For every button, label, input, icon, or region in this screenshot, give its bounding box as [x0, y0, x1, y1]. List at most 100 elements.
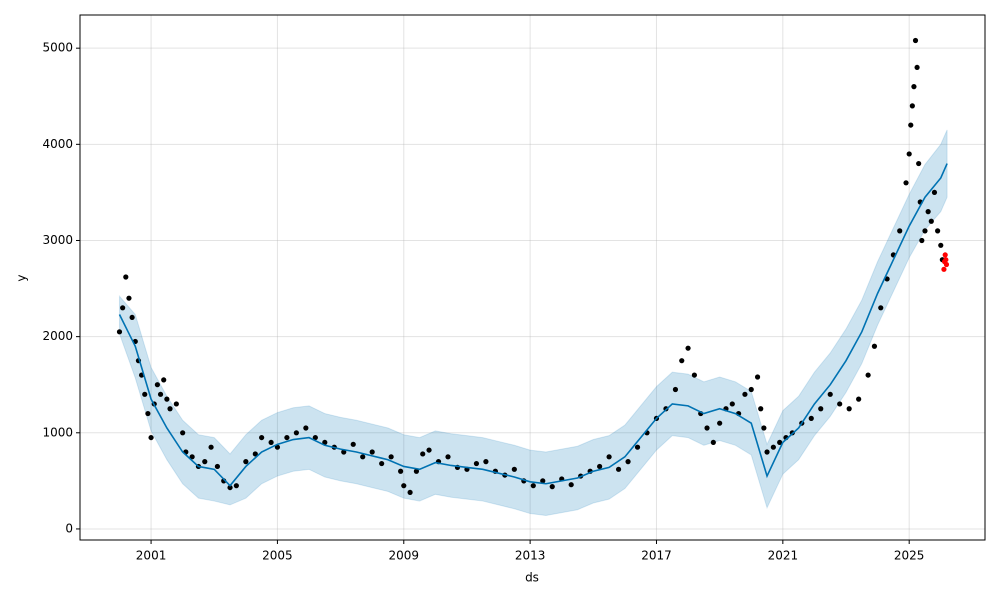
- observed-point: [473, 460, 480, 467]
- test-point: [943, 261, 950, 268]
- observed-point: [748, 386, 754, 393]
- observed-point: [142, 391, 148, 397]
- observed-point: [154, 382, 160, 388]
- observed-point: [871, 343, 878, 349]
- observed-point: [388, 454, 394, 460]
- observed-point: [284, 434, 290, 441]
- observed-point: [925, 209, 931, 215]
- observed-point: [483, 459, 489, 465]
- observed-point: [634, 444, 641, 450]
- observed-point: [909, 103, 915, 109]
- observed-point: [928, 218, 934, 224]
- y-tick-label: 1000: [42, 425, 73, 439]
- observed-point: [530, 483, 536, 489]
- observed-point: [445, 454, 451, 460]
- observed-point: [878, 305, 884, 311]
- observed-point: [161, 377, 167, 383]
- observed-point: [597, 463, 603, 470]
- observed-point: [754, 374, 761, 380]
- observed-point: [129, 314, 135, 321]
- test-point: [942, 252, 948, 258]
- observed-point: [691, 372, 697, 378]
- observed-point: [846, 406, 852, 412]
- test-point: [941, 266, 947, 272]
- observed-point: [511, 466, 517, 472]
- observed-point: [164, 396, 170, 402]
- observed-point: [903, 180, 909, 186]
- x-axis-label: ds: [525, 571, 539, 585]
- observed-point: [729, 401, 735, 407]
- observed-point: [685, 345, 691, 351]
- observed-point: [243, 459, 249, 465]
- observed-point: [906, 151, 912, 157]
- y-tick-label: 4000: [42, 137, 73, 151]
- observed-point: [116, 329, 123, 335]
- observed-point: [189, 454, 195, 460]
- x-tick-label: 2013: [515, 549, 546, 563]
- x-tick-label: 2005: [262, 549, 293, 563]
- observed-point: [360, 454, 366, 460]
- observed-point: [173, 401, 179, 407]
- observed-point: [407, 489, 413, 496]
- observed-point: [413, 468, 420, 474]
- observed-point: [935, 228, 941, 234]
- observed-point: [293, 430, 299, 436]
- observed-point: [625, 459, 631, 465]
- observed-point: [606, 454, 612, 460]
- observed-point: [919, 237, 925, 244]
- observed-point: [808, 415, 814, 421]
- y-tick-label: 5000: [42, 41, 73, 55]
- observed-point: [145, 410, 151, 417]
- observed-point: [208, 444, 214, 450]
- observed-point: [922, 228, 928, 234]
- observed-point: [911, 84, 917, 90]
- observed-point: [710, 439, 716, 446]
- y-tick-label: 2000: [42, 329, 73, 343]
- x-tick-label: 2021: [768, 549, 799, 563]
- y-tick-label: 3000: [42, 233, 73, 247]
- observed-point: [856, 396, 862, 402]
- observed-point: [742, 391, 748, 397]
- observed-point: [426, 447, 432, 453]
- observed-point: [259, 434, 265, 441]
- observed-point: [679, 358, 685, 364]
- observed-point: [717, 420, 723, 426]
- observed-point: [938, 242, 944, 248]
- observed-point: [568, 482, 574, 488]
- x-tick-label: 2025: [894, 549, 925, 563]
- observed-point: [837, 401, 843, 407]
- observed-point: [167, 406, 173, 412]
- observed-point: [312, 434, 318, 441]
- observed-point: [908, 122, 914, 128]
- observed-point: [758, 406, 764, 412]
- observed-point: [827, 391, 833, 397]
- x-tick-label: 2001: [136, 549, 167, 563]
- observed-point: [912, 37, 919, 44]
- observed-point: [420, 451, 426, 457]
- observed-point: [704, 425, 710, 431]
- observed-point: [214, 463, 221, 470]
- observed-point: [865, 372, 871, 378]
- forecast-line: [118, 163, 948, 487]
- observed-point: [764, 449, 770, 455]
- observed-point: [398, 468, 404, 474]
- observed-point: [818, 406, 824, 412]
- observed-point: [180, 430, 186, 436]
- observed-point: [540, 478, 546, 484]
- observed-point: [897, 228, 903, 234]
- observed-point: [761, 425, 767, 431]
- y-axis-label: y: [15, 274, 29, 281]
- observed-point: [672, 386, 679, 393]
- observed-point: [157, 391, 164, 397]
- observed-point: [227, 484, 233, 491]
- test-point: [943, 257, 949, 263]
- uncertainty-band: [118, 129, 948, 516]
- x-tick-label: 2009: [389, 549, 420, 563]
- observed-point: [914, 64, 920, 71]
- observed-point: [615, 466, 622, 472]
- observed-point: [252, 451, 258, 457]
- observed-point: [549, 484, 555, 490]
- observed-point: [369, 449, 375, 455]
